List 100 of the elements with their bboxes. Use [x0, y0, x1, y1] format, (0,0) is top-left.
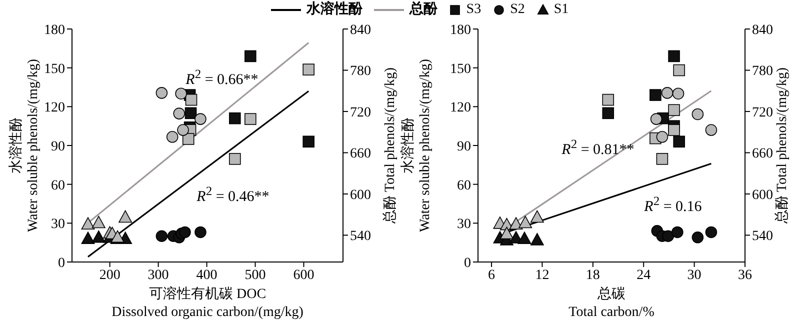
y-tick-label: 120	[450, 100, 471, 116]
point	[602, 94, 614, 106]
y-tick-label: 150	[450, 62, 471, 77]
point	[672, 226, 684, 238]
point	[184, 107, 197, 120]
point	[81, 217, 95, 230]
point	[244, 50, 256, 62]
y2-tick-label: 780	[752, 64, 773, 80]
point	[650, 113, 662, 125]
point	[662, 230, 674, 242]
y-tick-label: 0	[58, 256, 65, 271]
point	[175, 88, 187, 100]
legend-label: S1	[554, 2, 569, 18]
point	[656, 153, 668, 165]
x-tick-label: 300	[148, 268, 169, 283]
x-tick-label: 6	[488, 268, 496, 283]
point	[705, 226, 718, 238]
y2-tick-label: 600	[350, 188, 371, 203]
point	[692, 108, 704, 120]
annotation: R$^{2}$ = 0.81**	[562, 137, 634, 159]
point	[194, 226, 206, 238]
legend-label: 总酚	[409, 2, 438, 18]
point	[228, 153, 241, 165]
point	[668, 104, 680, 116]
y-tick-label: 60	[457, 178, 471, 194]
x-tick-label: 12	[535, 268, 550, 283]
legend-label: S2	[510, 2, 525, 18]
y2-tick-label: 720	[752, 105, 773, 120]
point	[500, 226, 514, 240]
annotation: R$^{2}$ = 0.46**	[196, 184, 270, 206]
point	[661, 87, 674, 99]
x-axis-title: 可溶性有机碳 DOC Dissolved organic carbon/(mg/kg)	[112, 286, 304, 320]
y2-axis-title: 总酚 Total phenols/(mg/kg)	[774, 67, 790, 225]
x-tick-label: 24	[636, 268, 651, 283]
y-tick-label: 30	[51, 217, 65, 232]
x-tick-label: 500	[244, 268, 266, 283]
point	[672, 88, 684, 100]
point	[509, 217, 523, 230]
point	[179, 226, 191, 238]
y2-axis-title: 总酚 Total phenols/(mg/kg)	[382, 67, 398, 225]
point	[650, 89, 662, 101]
point	[182, 133, 194, 145]
y2-tick-label: 660	[350, 146, 371, 162]
y-axis-title: 水溶性酚 Water soluble phenols/(mg/kg)	[8, 58, 41, 232]
y-tick-label: 90	[51, 139, 65, 154]
y2-tick-label: 840	[350, 22, 371, 38]
point	[156, 230, 168, 242]
point	[668, 50, 680, 62]
point	[302, 136, 314, 148]
point	[92, 230, 106, 243]
legend-label: S3	[466, 2, 482, 18]
point	[656, 131, 668, 143]
y2-tick-label: 540	[350, 229, 371, 244]
x-tick-label: 400	[196, 268, 218, 283]
point	[173, 108, 186, 120]
point	[518, 232, 532, 244]
y-tick-label: 180	[44, 22, 65, 38]
point	[518, 216, 532, 228]
annotation: R$^{2}$ = 0.66**	[186, 67, 258, 89]
y-tick-label: 180	[450, 22, 471, 38]
y-tick-label: 30	[457, 217, 471, 232]
point	[156, 87, 168, 99]
y2-tick-label: 720	[350, 105, 371, 120]
point	[92, 216, 106, 228]
y-tick-label: 150	[44, 62, 65, 77]
legend-label: 水溶性酚	[306, 2, 362, 18]
point	[81, 232, 95, 244]
point	[118, 210, 132, 223]
point	[530, 232, 544, 246]
point	[668, 124, 680, 136]
y-tick-label: 120	[44, 100, 65, 116]
y-tick-label: 60	[51, 178, 65, 194]
point	[302, 64, 314, 76]
point	[185, 94, 198, 106]
y2-tick-label: 540	[752, 229, 773, 244]
x-axis-title: 总碳 Total carbon/%	[568, 286, 655, 320]
point	[244, 113, 256, 125]
point	[692, 232, 704, 244]
point	[166, 131, 178, 143]
y-axis-title: 水溶性酚 Water soluble phenols/(mg/kg)	[400, 58, 433, 232]
point	[194, 113, 206, 125]
point	[705, 124, 718, 136]
point	[530, 210, 544, 223]
x-tick-label: 600	[293, 268, 314, 283]
point	[228, 112, 241, 124]
x-tick-label: 18	[586, 268, 600, 283]
point	[673, 136, 685, 148]
x-tick-label: 36	[738, 268, 752, 283]
point	[673, 64, 685, 76]
y-tick-label: 90	[457, 139, 471, 154]
x-tick-label: 30	[687, 268, 702, 283]
y-tick-label: 0	[464, 256, 471, 271]
annotation: R$^{2}$ = 0.16	[644, 194, 702, 216]
point	[602, 107, 614, 120]
x-tick-label: 200	[99, 268, 120, 283]
y2-tick-label: 780	[350, 64, 371, 80]
y2-tick-label: 660	[752, 146, 773, 162]
y2-tick-label: 600	[752, 188, 773, 203]
point	[177, 124, 189, 136]
y2-tick-label: 840	[752, 22, 773, 38]
